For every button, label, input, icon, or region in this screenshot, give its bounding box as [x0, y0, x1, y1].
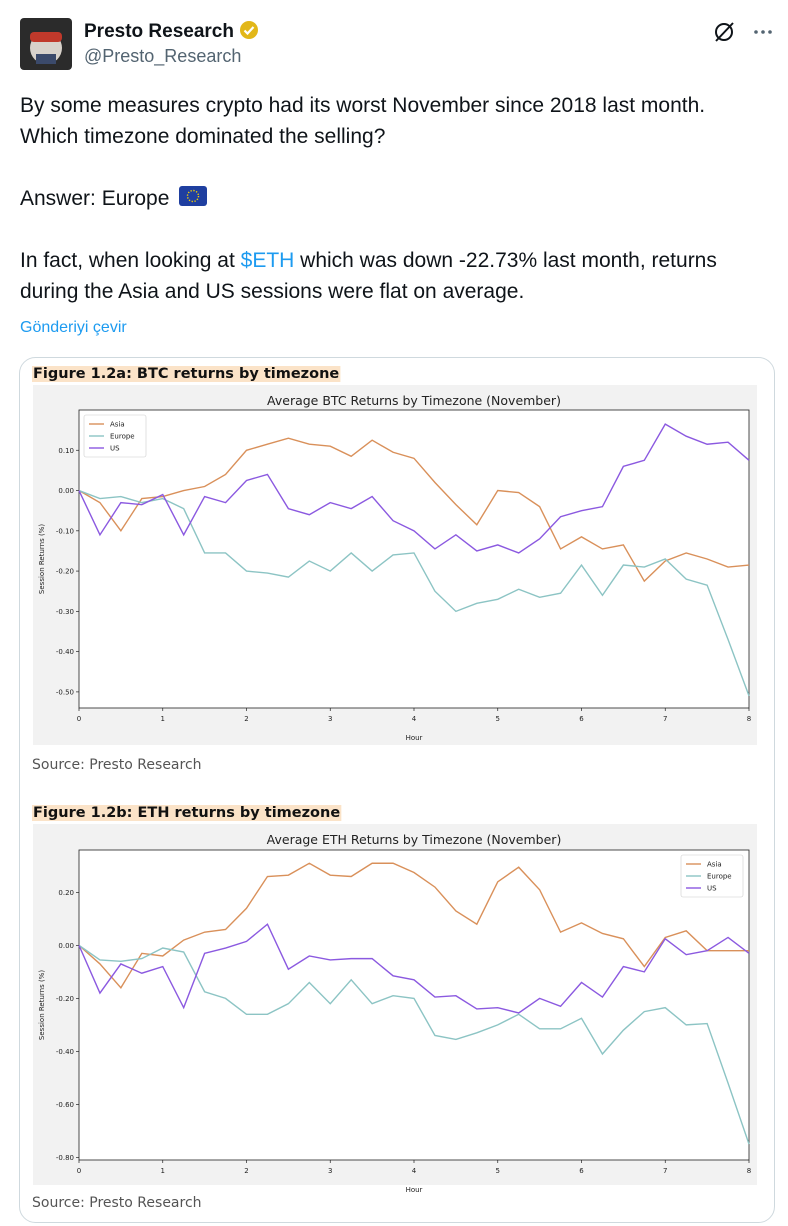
x-axis-label: Hour [406, 734, 423, 742]
paragraph: In fact, when looking at $ETH which was … [20, 245, 720, 307]
author-handle[interactable]: @Presto_Research [84, 46, 242, 66]
y-tick-label: 0.20 [58, 889, 74, 897]
chart-title: Average ETH Returns by Timezone (Novembe… [267, 832, 562, 847]
text: Answer: Europe [20, 187, 170, 210]
more-button[interactable] [754, 30, 772, 34]
x-tick-label: 5 [496, 1167, 500, 1175]
legend-label: Asia [110, 421, 125, 429]
text: which was down -22.73% last month, retur… [20, 249, 717, 303]
x-tick-label: 2 [244, 715, 248, 723]
legend-label: Asia [707, 861, 722, 869]
plot-area [78, 409, 750, 709]
x-tick-label: 4 [412, 1167, 417, 1175]
series-line [78, 437, 750, 583]
x-tick-label: 4 [412, 715, 417, 723]
y-tick-label: 0.10 [58, 447, 74, 455]
y-tick-label: -0.30 [56, 608, 74, 616]
figure-caption: Figure 1.2a: BTC returns by timezone [33, 366, 339, 382]
y-tick-label: -0.10 [56, 527, 74, 535]
legend-box [680, 854, 744, 898]
series-line [78, 862, 749, 989]
series-line [78, 923, 750, 1014]
top-icons [715, 22, 772, 42]
verified-badge [240, 21, 259, 39]
y-tick-label: -0.20 [56, 995, 74, 1003]
figure-caption: Figure 1.2b: ETH returns by timezone [33, 805, 340, 821]
caption-highlight [32, 805, 342, 821]
x-tick-label: 7 [663, 715, 667, 723]
x-tick-label: 1 [161, 1167, 165, 1175]
y-axis-label: Session Returns (%) [38, 524, 46, 594]
text: By some measures crypto had its worst No… [20, 94, 706, 148]
legend-label: US [110, 445, 120, 453]
x-tick-label: 0 [77, 715, 81, 723]
paragraph: By some measures crypto had its worst No… [20, 90, 720, 152]
legend-label: Europe [707, 873, 732, 881]
eu-flag [179, 186, 208, 206]
chart-title: Average BTC Returns by Timezone (Novembe… [267, 393, 561, 408]
avatar[interactable] [20, 18, 72, 70]
y-axis-label: Session Returns (%) [38, 970, 46, 1040]
plot-area [78, 849, 750, 1161]
source: Source: Presto Research [32, 1195, 202, 1211]
x-tick-label: 8 [747, 1167, 751, 1175]
x-tick-label: 1 [161, 715, 165, 723]
y-tick-label: 0.00 [58, 487, 74, 495]
x-tick-label: 3 [328, 1167, 332, 1175]
x-tick-label: 6 [579, 715, 584, 723]
y-tick-label: -0.20 [56, 568, 74, 576]
y-tick-label: -0.40 [56, 1048, 74, 1056]
legend-label: US [707, 885, 717, 893]
x-tick-label: 6 [579, 1167, 584, 1175]
x-axis-label: Hour [406, 1186, 423, 1194]
y-tick-label: -0.80 [56, 1154, 74, 1162]
x-tick-label: 7 [663, 1167, 667, 1175]
translate-link[interactable]: Gönderiyi çevir [20, 319, 127, 336]
grok-icon[interactable] [715, 23, 733, 41]
series-line [78, 423, 750, 554]
x-tick-label: 2 [244, 1167, 248, 1175]
chart: Figure 1.2b: ETH returns by timezone Aver… [32, 805, 757, 1211]
text: In fact, when looking at [20, 249, 241, 272]
y-tick-label: -0.40 [56, 648, 74, 656]
y-tick-label: -0.60 [56, 1101, 74, 1109]
source: Source: Presto Research [32, 757, 202, 773]
x-tick-label: 5 [496, 715, 500, 723]
x-tick-label: 3 [328, 715, 332, 723]
paragraph: Answer: Europe [20, 183, 720, 214]
legend-box [83, 414, 147, 458]
caption-highlight [32, 366, 341, 382]
author-name-text[interactable]: Presto Research [84, 21, 234, 42]
author-name[interactable]: Presto Research [84, 20, 259, 43]
chart: Figure 1.2a: BTC returns by timezone Aver… [32, 366, 757, 773]
cashtag-link[interactable]: $ETH [240, 249, 295, 272]
tweet-text: By some measures crypto had its worst No… [20, 90, 720, 338]
x-tick-label: 0 [77, 1167, 81, 1175]
x-tick-label: 8 [747, 715, 751, 723]
series-line [78, 944, 750, 1145]
y-tick-label: -0.50 [56, 688, 74, 696]
y-tick-label: 0.00 [58, 942, 74, 950]
legend-label: Europe [110, 433, 135, 441]
